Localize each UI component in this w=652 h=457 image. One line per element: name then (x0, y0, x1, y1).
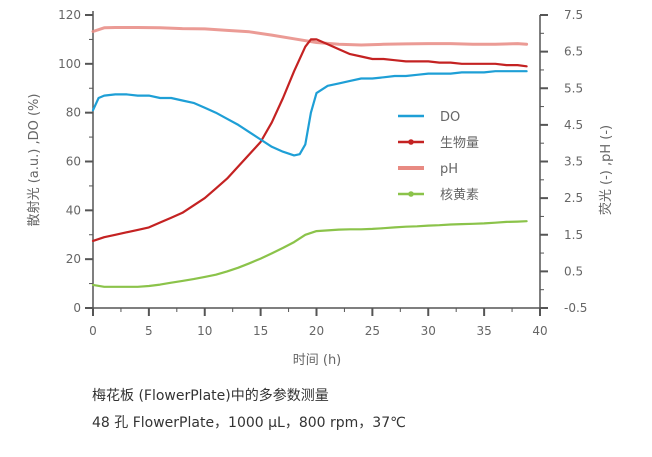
y-left-tick-label: 20 (66, 252, 81, 266)
x-tick-label: 20 (309, 324, 324, 338)
y-left-tick-label: 0 (73, 301, 81, 315)
y-right-tick-label: -0.5 (564, 301, 587, 315)
y-right-tick-label: 5.5 (564, 81, 583, 95)
legend-marker-biomass (408, 139, 414, 145)
caption-conditions: 48 孔 FlowerPlate，1000 μL，800 rpm，37℃ (92, 415, 406, 431)
series-layer (91, 26, 529, 288)
axes: 020406080100120-0.50.51.52.53.54.55.56.5… (58, 8, 587, 338)
x-tick-label: 35 (476, 324, 491, 338)
y-left-tick-label: 80 (66, 106, 81, 120)
x-tick-label: 40 (532, 324, 547, 338)
series-line-riboflavin (91, 220, 528, 288)
x-tick-label: 0 (89, 324, 97, 338)
y-left-tick-label: 120 (58, 8, 81, 22)
x-tick-label: 15 (253, 324, 268, 338)
x-tick-label: 25 (365, 324, 380, 338)
y-right-tick-label: 3.5 (564, 155, 583, 169)
legend-label-do: DO (440, 110, 460, 125)
legend-label-biomass: 生物量 (440, 136, 479, 151)
y-left-tick-label: 40 (66, 203, 81, 217)
series-line-do (91, 70, 528, 157)
legend-label-ph: pH (440, 162, 458, 177)
series-line-biomass (91, 38, 528, 242)
series-line-ph (91, 26, 529, 47)
legend: DO 生物量 pH 核黄素 (398, 110, 479, 203)
y-axis-left-label: 散射光 (a.u.) ,DO (%) (26, 94, 42, 227)
multi-parameter-chart: 020406080100120-0.50.51.52.53.54.55.56.5… (26, 8, 614, 368)
y-left-tick-label: 60 (66, 155, 81, 169)
y-axis-right-label: 荧光 (-) ,pH (-) (599, 125, 614, 215)
legend-marker-riboflavin (408, 191, 414, 197)
x-tick-label: 30 (421, 324, 436, 338)
y-right-tick-label: 7.5 (564, 8, 583, 22)
x-tick-label: 10 (197, 324, 212, 338)
caption-title: 梅花板 (FlowerPlate)中的多参数测量 (92, 388, 329, 404)
y-right-tick-label: 6.5 (564, 45, 583, 59)
legend-label-riboflavin: 核黄素 (440, 188, 479, 203)
y-right-tick-label: 2.5 (564, 191, 583, 205)
y-right-tick-label: 4.5 (564, 118, 583, 132)
x-tick-label: 5 (145, 324, 153, 338)
y-right-tick-label: 0.5 (564, 264, 583, 278)
y-left-tick-label: 100 (58, 57, 81, 71)
x-axis-label: 时间 (h) (293, 353, 342, 368)
y-right-tick-label: 1.5 (564, 228, 583, 242)
